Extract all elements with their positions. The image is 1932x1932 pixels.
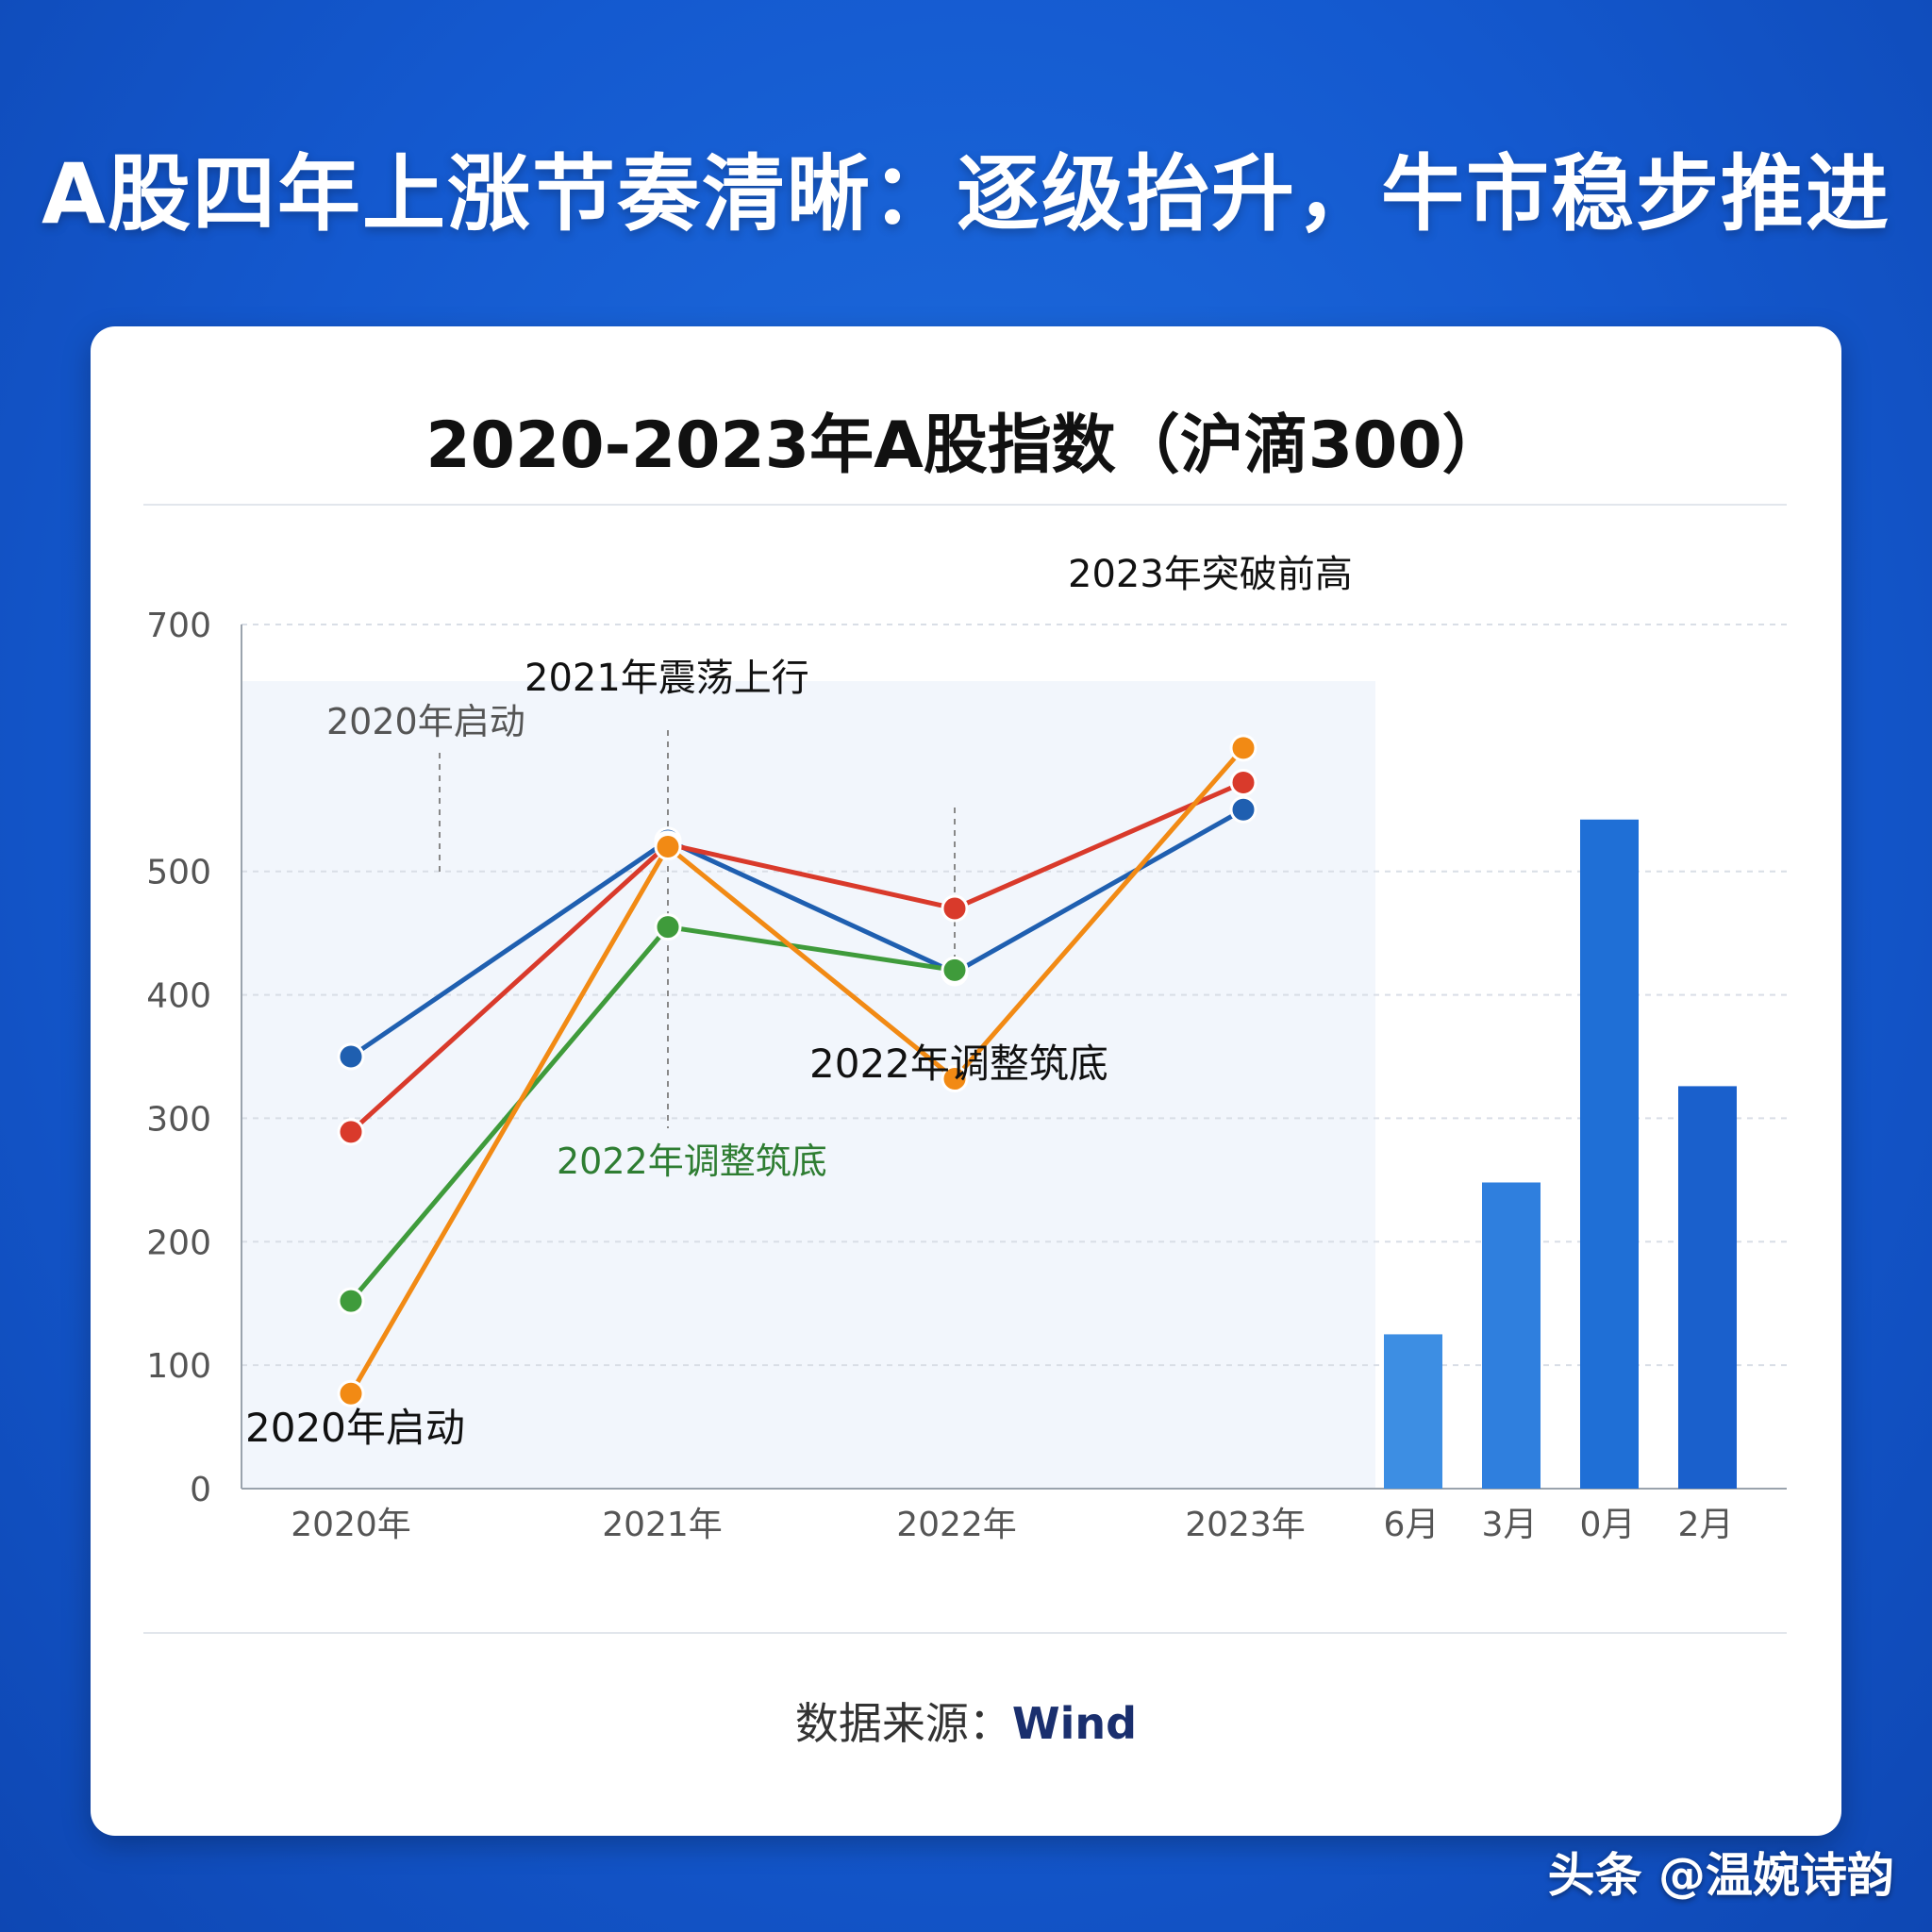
- data-source: 数据来源：Wind: [91, 1690, 1841, 1752]
- series-point: [654, 833, 682, 861]
- source-label: 数据来源：: [794, 1698, 1012, 1749]
- series-point: [1229, 795, 1257, 824]
- x-tick-label: 2020年: [291, 1506, 411, 1544]
- y-tick-label: 400: [146, 977, 211, 1016]
- x-tick-label: 2022年: [896, 1506, 1017, 1544]
- bar-category-label: 2月: [1678, 1506, 1734, 1544]
- bar: [1482, 1182, 1541, 1489]
- series-line: [349, 808, 1245, 1059]
- bar: [1580, 819, 1639, 1489]
- line-bar-chart: 0 100 200 300 400 500 700 2020年 2021年 2022年 2023年 2…: [146, 553, 1787, 1544]
- series-point: [337, 1042, 365, 1071]
- bar: [1678, 1086, 1737, 1489]
- chart-annotation: 2022年调整筑底: [557, 1141, 827, 1182]
- y-tick-label: 0: [190, 1471, 211, 1509]
- plot-shade: [242, 681, 1375, 1489]
- chart-annotation: 2020年启动: [245, 1405, 465, 1451]
- chart-title: 2020-2023年A股指数（沪滴300）: [425, 408, 1507, 483]
- watermark: 头条 @温婉诗韵: [1547, 1848, 1894, 1903]
- chart-annotation: 2023年突破前高: [1068, 553, 1353, 596]
- chart-card: 2020-2023年A股指数（沪滴300） 0 100 200 300 400 500 70…: [91, 326, 1841, 1836]
- headline: A股四年上涨节奏清晰：逐级抬升，牛市稳步推进: [41, 145, 1891, 242]
- series-point: [654, 913, 682, 941]
- y-tick-label: 300: [146, 1100, 211, 1139]
- series-point: [337, 1118, 365, 1146]
- series-line: [349, 780, 1244, 1134]
- y-tick-label: 200: [146, 1224, 211, 1262]
- series-point: [941, 894, 969, 923]
- series-point: [337, 1379, 365, 1407]
- y-tick-label: 100: [146, 1347, 211, 1386]
- series-point: [941, 1065, 969, 1093]
- bottom-divider: [143, 1632, 1787, 1634]
- source-value: Wind: [1011, 1698, 1138, 1749]
- y-tick-label: 700: [146, 607, 211, 645]
- chart-annotation: 2022年调整筑底: [809, 1041, 1108, 1087]
- chart-annotation: 2021年震荡上行: [525, 657, 809, 700]
- y-tick-label: 500: [146, 854, 211, 892]
- series-point: [1229, 768, 1257, 796]
- bar-category-label: 3月: [1482, 1506, 1538, 1544]
- bar-category-label: 0月: [1580, 1506, 1636, 1544]
- series-point: [1229, 734, 1257, 762]
- series-point: [941, 956, 969, 984]
- bar: [1384, 1334, 1442, 1489]
- top-divider: [143, 504, 1787, 506]
- series-line: [348, 746, 1245, 1395]
- chart-annotation: 2020年启动: [326, 701, 525, 742]
- series-point: [337, 1287, 365, 1315]
- x-tick-label: 2021年: [602, 1506, 723, 1544]
- bar-category-label: 6月: [1384, 1506, 1440, 1544]
- x-tick-label: 2023年: [1185, 1506, 1306, 1544]
